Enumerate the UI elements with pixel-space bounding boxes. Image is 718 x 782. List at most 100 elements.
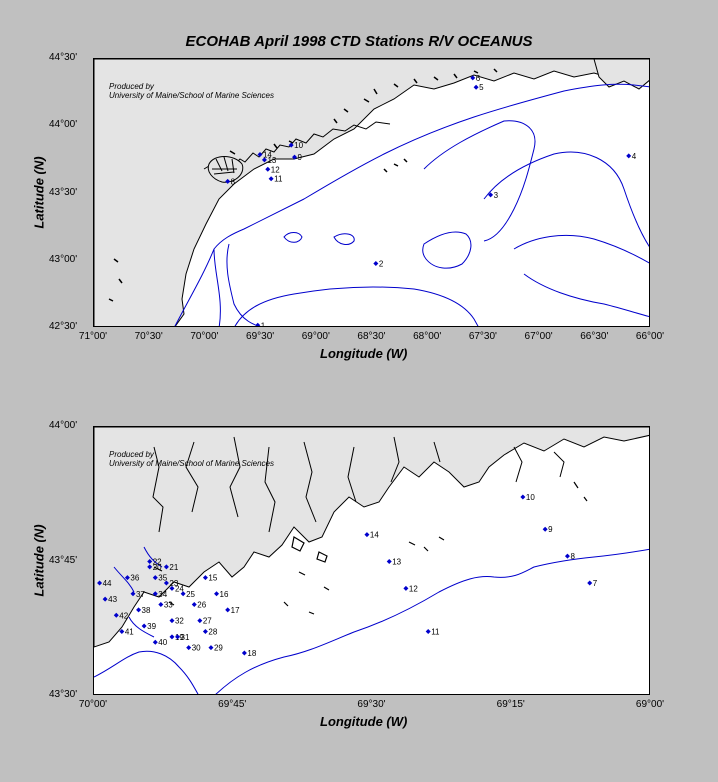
station-marker[interactable] <box>163 564 169 570</box>
map2-coast-detail <box>152 436 565 533</box>
station-marker[interactable] <box>163 580 169 586</box>
map1-xtick-label: 71°00' <box>78 331 108 342</box>
page-title: ECOHAB April 1998 CTD Stations R/V OCEAN… <box>185 33 533 50</box>
station-marker[interactable] <box>564 553 570 559</box>
map1-xtick-label: 66°30' <box>580 331 609 342</box>
station-label: 11 <box>274 175 283 184</box>
station-marker[interactable] <box>268 176 274 182</box>
station-marker[interactable] <box>136 607 142 613</box>
station-marker[interactable] <box>186 645 192 651</box>
station-marker[interactable] <box>202 628 208 634</box>
station-label: 5 <box>479 83 484 92</box>
map2-ytick-label: 44°00' <box>49 420 78 431</box>
map1-ylabel: Latitude (N) <box>31 156 47 229</box>
map2-credit-line1: Produced by <box>109 450 154 459</box>
map1-xtick-label: 66°00' <box>635 331 665 342</box>
station-marker[interactable] <box>265 166 271 172</box>
station-marker[interactable] <box>425 628 431 634</box>
station-marker[interactable] <box>470 75 476 81</box>
station-label: 29 <box>214 644 223 653</box>
station-marker[interactable] <box>113 612 119 618</box>
station-marker[interactable] <box>208 645 214 651</box>
station-label: 14 <box>263 150 272 159</box>
station-label: 4 <box>632 152 637 161</box>
map1-xtick-label: 70°00' <box>190 331 219 342</box>
station-marker[interactable] <box>197 618 203 624</box>
station-marker[interactable] <box>180 591 186 597</box>
map1-contour-a <box>174 83 649 326</box>
station-marker[interactable] <box>255 322 261 327</box>
station-marker[interactable] <box>288 142 294 148</box>
station-marker[interactable] <box>373 260 379 266</box>
station-label: 21 <box>169 563 178 572</box>
station-marker[interactable] <box>488 192 494 198</box>
station-marker[interactable] <box>169 618 175 624</box>
station-label: 37 <box>136 590 145 599</box>
station-marker[interactable] <box>102 596 108 602</box>
station-label: 34 <box>158 590 167 599</box>
station-marker[interactable] <box>130 591 136 597</box>
map1-xlabel: Longitude (W) <box>320 346 408 361</box>
station-label: 17 <box>231 606 240 615</box>
station-marker[interactable] <box>241 650 247 656</box>
station-marker[interactable] <box>191 602 197 608</box>
station-marker[interactable] <box>97 580 103 586</box>
station-marker[interactable] <box>403 585 409 591</box>
station-label: 27 <box>203 617 212 626</box>
station-marker[interactable] <box>152 575 158 581</box>
map2-contour-b <box>94 650 199 694</box>
station-label: 42 <box>119 611 128 620</box>
map-casco-bay-detail[interactable]: 7891011121314151617181920212223242526272… <box>93 426 650 695</box>
station-marker[interactable] <box>169 585 175 591</box>
station-marker[interactable] <box>225 607 231 613</box>
station-marker[interactable] <box>119 628 125 634</box>
map1-ytick-label: 43°00' <box>49 253 78 265</box>
map-gulf-of-maine[interactable]: 1 2 3 4 5 6 8 9 10 11 12 13 14 Produced by Universit… <box>93 58 650 327</box>
station-label: 10 <box>294 141 303 150</box>
station-marker[interactable] <box>147 559 153 564</box>
map2-canvas: 7891011121314151617181920212223242526272… <box>94 427 649 694</box>
station-marker[interactable] <box>158 602 164 608</box>
station-label: 12 <box>271 165 280 174</box>
map1-xtick-label: 67°00' <box>524 331 553 342</box>
station-marker[interactable] <box>214 591 220 597</box>
map1-contour-b <box>213 243 260 326</box>
station-marker[interactable] <box>152 591 158 597</box>
station-label: 35 <box>158 574 167 583</box>
station-marker[interactable] <box>626 153 632 159</box>
station-marker[interactable] <box>473 84 479 90</box>
station-marker[interactable] <box>257 151 263 157</box>
map1-credit-line1: Produced by <box>109 82 154 91</box>
map1-contour-c <box>422 231 472 269</box>
map1-credit-line2: University of Maine/School of Marine Sci… <box>109 91 274 100</box>
station-marker[interactable] <box>225 178 231 184</box>
map1-land <box>94 59 649 326</box>
station-label: 11 <box>431 627 440 636</box>
station-marker[interactable] <box>152 639 158 645</box>
station-label: 43 <box>108 595 117 604</box>
station-marker[interactable] <box>364 532 370 538</box>
station-marker[interactable] <box>386 559 392 564</box>
station-marker[interactable] <box>169 634 175 640</box>
station-label: 20 <box>153 563 162 572</box>
station-marker[interactable] <box>292 154 298 160</box>
station-marker[interactable] <box>141 623 147 629</box>
map1-contour-g <box>234 286 479 326</box>
station-marker[interactable] <box>175 634 181 640</box>
station-marker[interactable] <box>147 564 153 570</box>
station-marker[interactable] <box>542 526 548 532</box>
map2-ylabel: Latitude (N) <box>31 524 47 597</box>
map2-contour-c <box>113 546 163 638</box>
station-marker[interactable] <box>202 575 208 581</box>
station-label: 13 <box>392 558 401 567</box>
station-label: 40 <box>158 638 167 647</box>
station-marker[interactable] <box>587 580 593 586</box>
map1-ytick-label: 42°30' <box>49 321 78 332</box>
map1-casco-cluster <box>207 156 244 183</box>
station-marker[interactable] <box>520 494 526 500</box>
map2-stations: 7891011121314151617181920212223242526272… <box>97 493 598 658</box>
station-marker[interactable] <box>124 575 130 581</box>
map1-ytick-label: 44°30' <box>49 52 78 63</box>
map1-xtick-label: 67°30' <box>468 331 497 342</box>
station-marker[interactable] <box>261 157 267 163</box>
